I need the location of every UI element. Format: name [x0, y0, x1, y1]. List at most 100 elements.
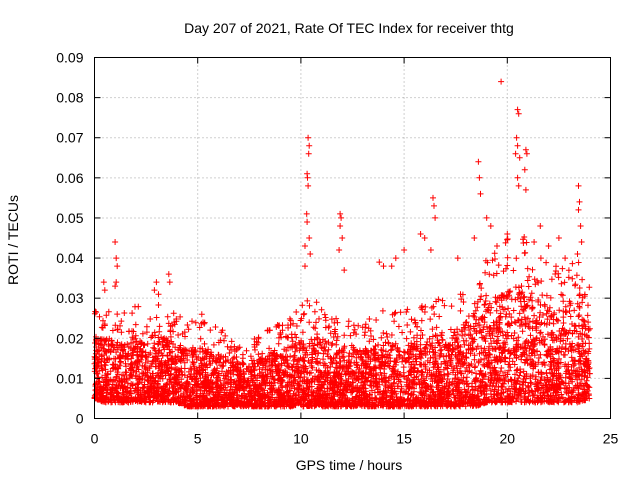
- data-point: [269, 388, 276, 395]
- data-point: [537, 302, 544, 308]
- data-point: [107, 349, 114, 356]
- data-point: [306, 384, 313, 390]
- data-point: [219, 368, 225, 375]
- data-point: [445, 389, 452, 396]
- data-point: [139, 354, 145, 360]
- data-point: [240, 403, 247, 410]
- data-point: [487, 379, 494, 386]
- data-point: [220, 372, 227, 379]
- data-point: [429, 340, 436, 347]
- data-point: [556, 328, 563, 334]
- data-point: [417, 361, 424, 368]
- data-point: [515, 375, 522, 382]
- data-point: [582, 340, 589, 347]
- data-point: [224, 370, 231, 377]
- data-point: [458, 370, 465, 377]
- data-point: [582, 369, 588, 376]
- data-point: [255, 351, 262, 358]
- data-point: [441, 302, 448, 309]
- data-point: [292, 331, 298, 338]
- data-point: [391, 318, 398, 325]
- data-point: [203, 382, 210, 389]
- data-point: [422, 366, 429, 372]
- data-point: [353, 393, 360, 400]
- data-point: [103, 312, 110, 319]
- data-point: [457, 307, 464, 314]
- data-point: [510, 307, 517, 314]
- data-point: [113, 388, 120, 395]
- data-point: [568, 354, 575, 361]
- data-point: [176, 356, 183, 363]
- data-point: [441, 344, 448, 351]
- data-point: [484, 259, 491, 266]
- data-point: [585, 302, 591, 309]
- data-point: [521, 298, 528, 305]
- data-point: [209, 384, 216, 390]
- data-point: [375, 402, 382, 409]
- data-point: [319, 373, 326, 380]
- data-point: [275, 340, 282, 347]
- data-point: [470, 312, 477, 319]
- data-point: [99, 342, 106, 349]
- data-point: [512, 284, 519, 291]
- data-point: [285, 334, 292, 341]
- data-point: [523, 399, 529, 406]
- data-point: [471, 300, 478, 307]
- data-point: [548, 366, 555, 372]
- data-point: [140, 384, 147, 391]
- data-point: [302, 349, 309, 356]
- data-point: [273, 396, 280, 403]
- data-point: [191, 359, 197, 366]
- data-point: [424, 369, 431, 376]
- data-point: [94, 337, 101, 344]
- data-point: [424, 357, 431, 364]
- data-point: [345, 318, 352, 325]
- data-point: [470, 386, 477, 393]
- data-point: [350, 370, 357, 376]
- data-point: [361, 379, 368, 385]
- data-point: [383, 379, 390, 386]
- data-point: [537, 255, 544, 262]
- data-point: [439, 337, 446, 344]
- data-point: [287, 317, 294, 324]
- data-point: [494, 340, 501, 347]
- data-point: [230, 399, 236, 406]
- data-point: [546, 304, 553, 311]
- data-point: [207, 360, 214, 367]
- data-point: [436, 313, 443, 320]
- data-point: [211, 366, 218, 373]
- data-point: [478, 293, 485, 300]
- data-point: [457, 370, 464, 377]
- data-point: [502, 354, 509, 361]
- data-point: [167, 376, 174, 383]
- data-point: [499, 395, 506, 402]
- data-point: [395, 323, 402, 330]
- data-point: [336, 398, 342, 405]
- data-point: [405, 372, 412, 379]
- data-point: [275, 388, 282, 395]
- data-point: [270, 399, 277, 406]
- data-point: [553, 377, 560, 384]
- data-point: [515, 317, 522, 324]
- data-point: [306, 302, 313, 309]
- data-point: [533, 373, 539, 380]
- data-point: [412, 356, 419, 363]
- data-point: [406, 377, 413, 384]
- data-point: [516, 310, 523, 317]
- data-point: [463, 337, 470, 344]
- data-point: [207, 327, 214, 334]
- data-point: [162, 372, 169, 379]
- data-point: [443, 358, 450, 365]
- data-point: [478, 379, 485, 386]
- data-point: [341, 343, 348, 350]
- data-point: [306, 319, 313, 326]
- data-point: [365, 353, 372, 360]
- data-point: [562, 351, 568, 358]
- data-point: [104, 370, 111, 377]
- data-point: [484, 353, 490, 359]
- data-point: [185, 326, 192, 333]
- data-point: [354, 383, 361, 389]
- data-point: [575, 333, 582, 340]
- data-point: [329, 380, 336, 387]
- data-point: [436, 372, 443, 379]
